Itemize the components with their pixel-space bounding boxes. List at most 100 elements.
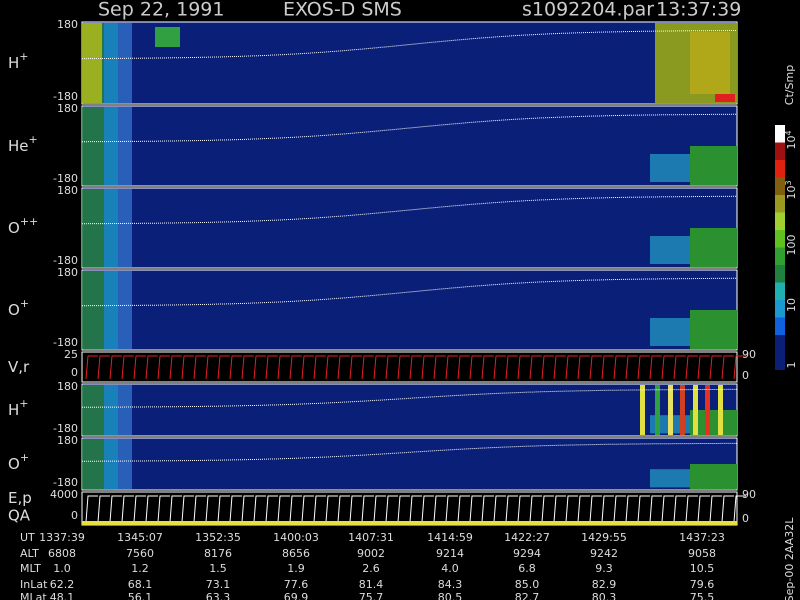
table-cell: 1414:59 [427, 531, 473, 544]
colorbar-cell [775, 142, 785, 160]
sawtooth [85, 355, 746, 380]
spectrum-patch [104, 439, 118, 489]
spectrum-patch [104, 385, 118, 435]
spectrum-patch [155, 27, 180, 47]
spectrum-patch [693, 385, 698, 435]
spectrum-patch [690, 146, 737, 185]
right-tick-label: 0 [742, 369, 749, 382]
y-tick-label: -180 [53, 172, 78, 185]
y-tick-label: -180 [53, 90, 78, 103]
panel-frame [81, 21, 738, 105]
panel-label: QA [8, 507, 31, 525]
spectrum-patch [715, 94, 735, 102]
table-cell: 63.3 [206, 591, 231, 600]
colorbar-label: 100 [785, 235, 798, 256]
panel-label: H+ [8, 397, 29, 419]
time: 13:37:39 [656, 0, 741, 21]
table-cell: 68.1 [128, 578, 153, 591]
colorbar-cell [775, 230, 785, 248]
right-tick-label: 90 [742, 488, 756, 501]
panel-label: He+ [8, 133, 38, 155]
label-sup: + [29, 133, 38, 146]
colorbar-label: 1 [785, 362, 798, 369]
spectrum-patch [82, 107, 104, 185]
table-cell: 79.6 [690, 578, 715, 591]
colorbar-cell [775, 282, 785, 300]
panel-frame [81, 383, 738, 437]
y-tick-label: -180 [53, 254, 78, 267]
label-base: H [8, 54, 19, 72]
colorbar-cell [775, 160, 785, 178]
colorbar-cell [775, 317, 785, 335]
label-sup: + [20, 451, 29, 464]
y-tick-label: 25 [64, 348, 78, 361]
spectrum-patch [104, 23, 118, 103]
table-cell: 84.3 [438, 578, 463, 591]
table-cell: 1429:55 [581, 531, 627, 544]
pitch-curve [82, 442, 737, 462]
table-cell: 1345:07 [117, 531, 163, 544]
pitch-curve [82, 277, 737, 307]
spectrum-patch [82, 189, 104, 267]
spectrum-patch [655, 385, 660, 435]
spectrum-patch [640, 385, 645, 435]
colorbar-cell [775, 125, 785, 143]
table-cell: 1.9 [287, 562, 305, 575]
spectrum-patch [118, 385, 132, 435]
colorbar-label: 103 [784, 180, 799, 199]
y-tick-label: 180 [57, 434, 78, 447]
spectrum-patch [82, 23, 102, 103]
y-tick-label: 180 [57, 380, 78, 393]
table-cell: 1.2 [131, 562, 149, 575]
table-cell: 9058 [688, 547, 716, 560]
spectrum-patch [680, 385, 685, 435]
panel-label: E,p [8, 489, 32, 507]
label-base: He [8, 137, 29, 155]
y-tick-label: -180 [53, 422, 78, 435]
spectrum-patch [650, 236, 690, 264]
panel-frame [81, 105, 738, 187]
right-tick-label: 90 [742, 348, 756, 361]
file: s1092204.par [522, 0, 654, 21]
table-cell: 82.9 [592, 578, 617, 591]
date: Sep 22, 1991 [98, 0, 224, 21]
panel-label: O+ [8, 451, 29, 473]
table-cell: 69.9 [284, 591, 309, 600]
colorbar-cell [775, 335, 785, 353]
spectrum-patch [690, 464, 737, 489]
table-cell: 1400:03 [273, 531, 319, 544]
label-base: H [8, 401, 19, 419]
panel-label: O++ [8, 215, 38, 237]
panel-label: V,r [8, 358, 30, 376]
spectrum-patch [650, 318, 690, 346]
table-cell: 48.1 [50, 591, 75, 600]
spectrum-patch [718, 385, 723, 435]
colorbar-label: 104 [784, 130, 799, 149]
colorbar-exp: 4 [784, 130, 793, 135]
table-cell: 80.3 [592, 591, 617, 600]
label-sup: ++ [20, 215, 38, 228]
sawtooth [85, 495, 746, 523]
colorbar-base: 100 [785, 235, 798, 256]
table-cell: 77.6 [284, 578, 309, 591]
pitch-curve [82, 195, 737, 225]
table-cell: 1407:31 [348, 531, 394, 544]
row-header: MLat [20, 591, 47, 600]
spectrum-patch [118, 23, 132, 103]
table-cell: 62.2 [50, 578, 75, 591]
spectrum-patch [104, 271, 118, 349]
y-tick-label: 0 [71, 366, 78, 379]
row-header: UT [20, 531, 35, 544]
footer-note: Sep-00 2AA32L [783, 517, 796, 600]
colorbar-cell [775, 300, 785, 318]
y-tick-label: 180 [57, 266, 78, 279]
instrument: EXOS-D SMS [283, 0, 402, 21]
y-tick-label: 0 [71, 509, 78, 522]
spectrum-patch [650, 154, 690, 182]
y-tick-label: -180 [53, 336, 78, 349]
table-cell: 9.3 [595, 562, 613, 575]
table-cell: 80.5 [438, 591, 463, 600]
spectrum-patch [690, 32, 730, 94]
colorbar-cell [775, 265, 785, 283]
